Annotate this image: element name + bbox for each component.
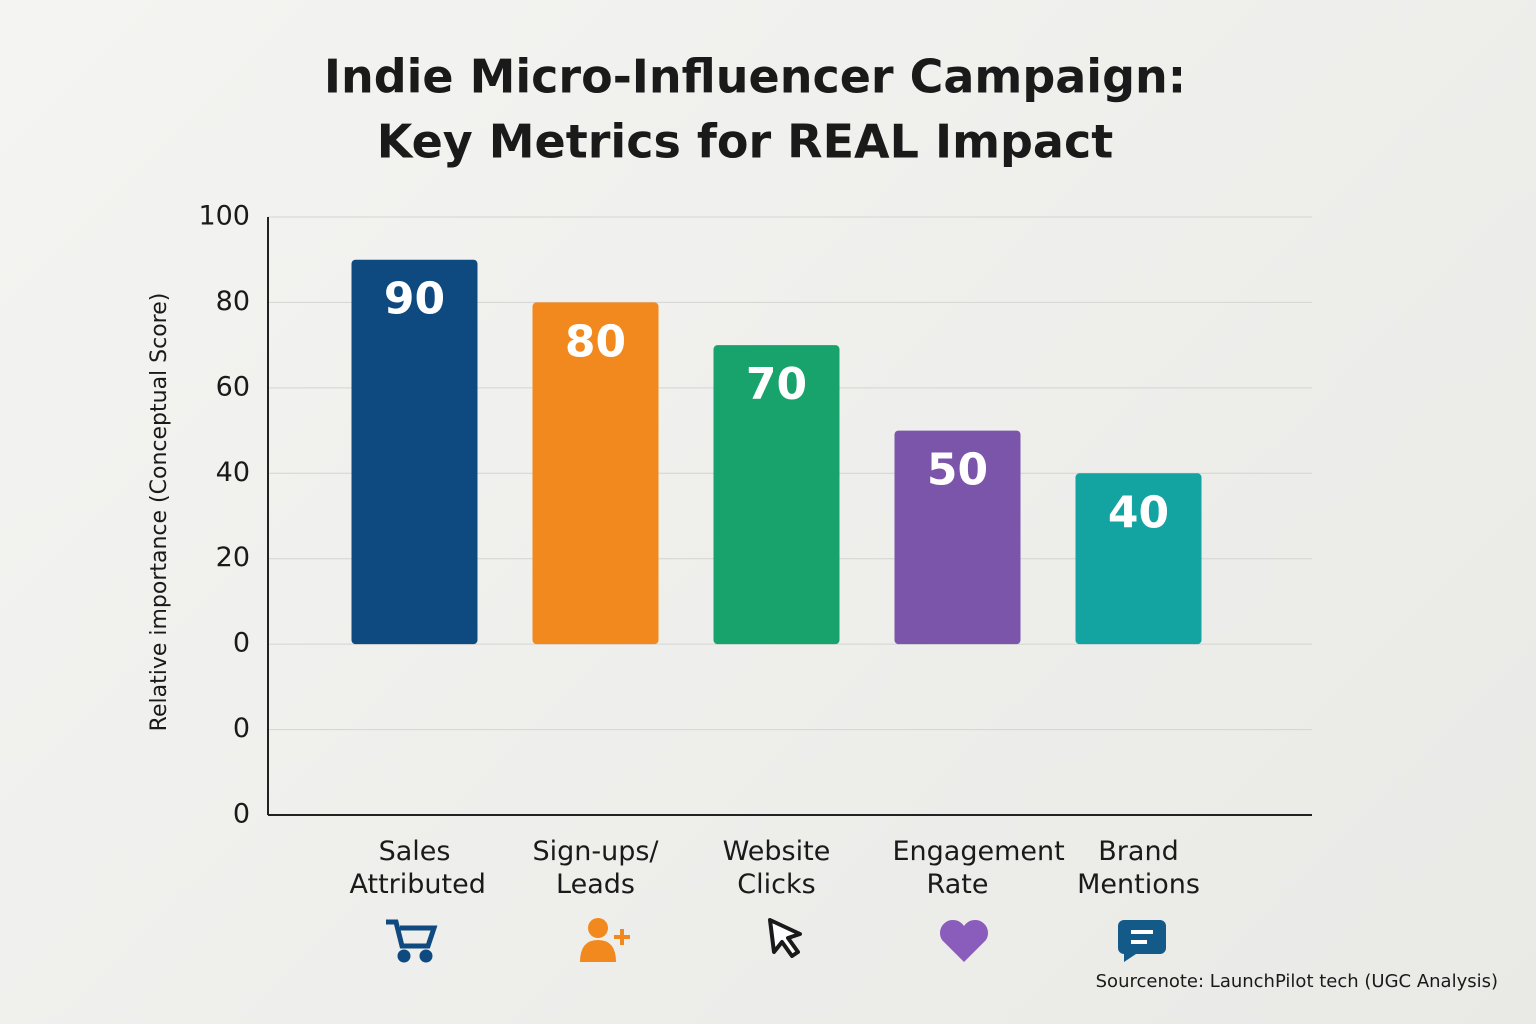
x-tick-label: Engagement Rate: [892, 836, 1065, 900]
y-tick-label: 40: [216, 457, 250, 488]
value-label: 80: [565, 316, 626, 367]
x-tick-label: Sales Attributed: [349, 836, 486, 900]
y-tick-label: 0: [233, 799, 250, 830]
heart-icon: [939, 919, 989, 962]
value-label: 70: [746, 359, 807, 410]
y-tick-label: 100: [198, 201, 250, 232]
y-tick-label: 0: [233, 628, 250, 659]
person-plus-icon: [580, 918, 630, 962]
y-tick-label: 20: [216, 542, 250, 573]
bar: [894, 430, 1021, 645]
cart-icon: [386, 919, 438, 963]
y-axis-label: Relative importance (Conceptual Score): [147, 293, 172, 732]
x-tick-label: Website Clicks: [722, 836, 831, 900]
x-tick-label: Sign-ups/ Leads: [532, 836, 659, 900]
y-tick-label: 60: [216, 371, 250, 402]
y-tick-label: 0: [233, 713, 250, 744]
bar: [713, 345, 840, 645]
bar: [351, 259, 478, 645]
x-tick-label: Brand Mentions: [1077, 836, 1200, 900]
chart-subtitle: Key Metrics for REAL Impact: [377, 115, 1113, 169]
cursor-icon: [768, 918, 802, 958]
chat-icon: [1118, 920, 1166, 962]
value-label: 90: [384, 274, 445, 325]
value-label: 50: [927, 445, 988, 496]
bar: [1075, 473, 1202, 645]
chart-title: Indie Micro-Influencer Campaign:: [324, 50, 1186, 104]
bar: [532, 302, 659, 645]
y-tick-label: 80: [216, 286, 250, 317]
value-label: 40: [1108, 487, 1169, 538]
source-note: Sourcenote: LaunchPilot tech (UGC Analys…: [1096, 971, 1498, 992]
